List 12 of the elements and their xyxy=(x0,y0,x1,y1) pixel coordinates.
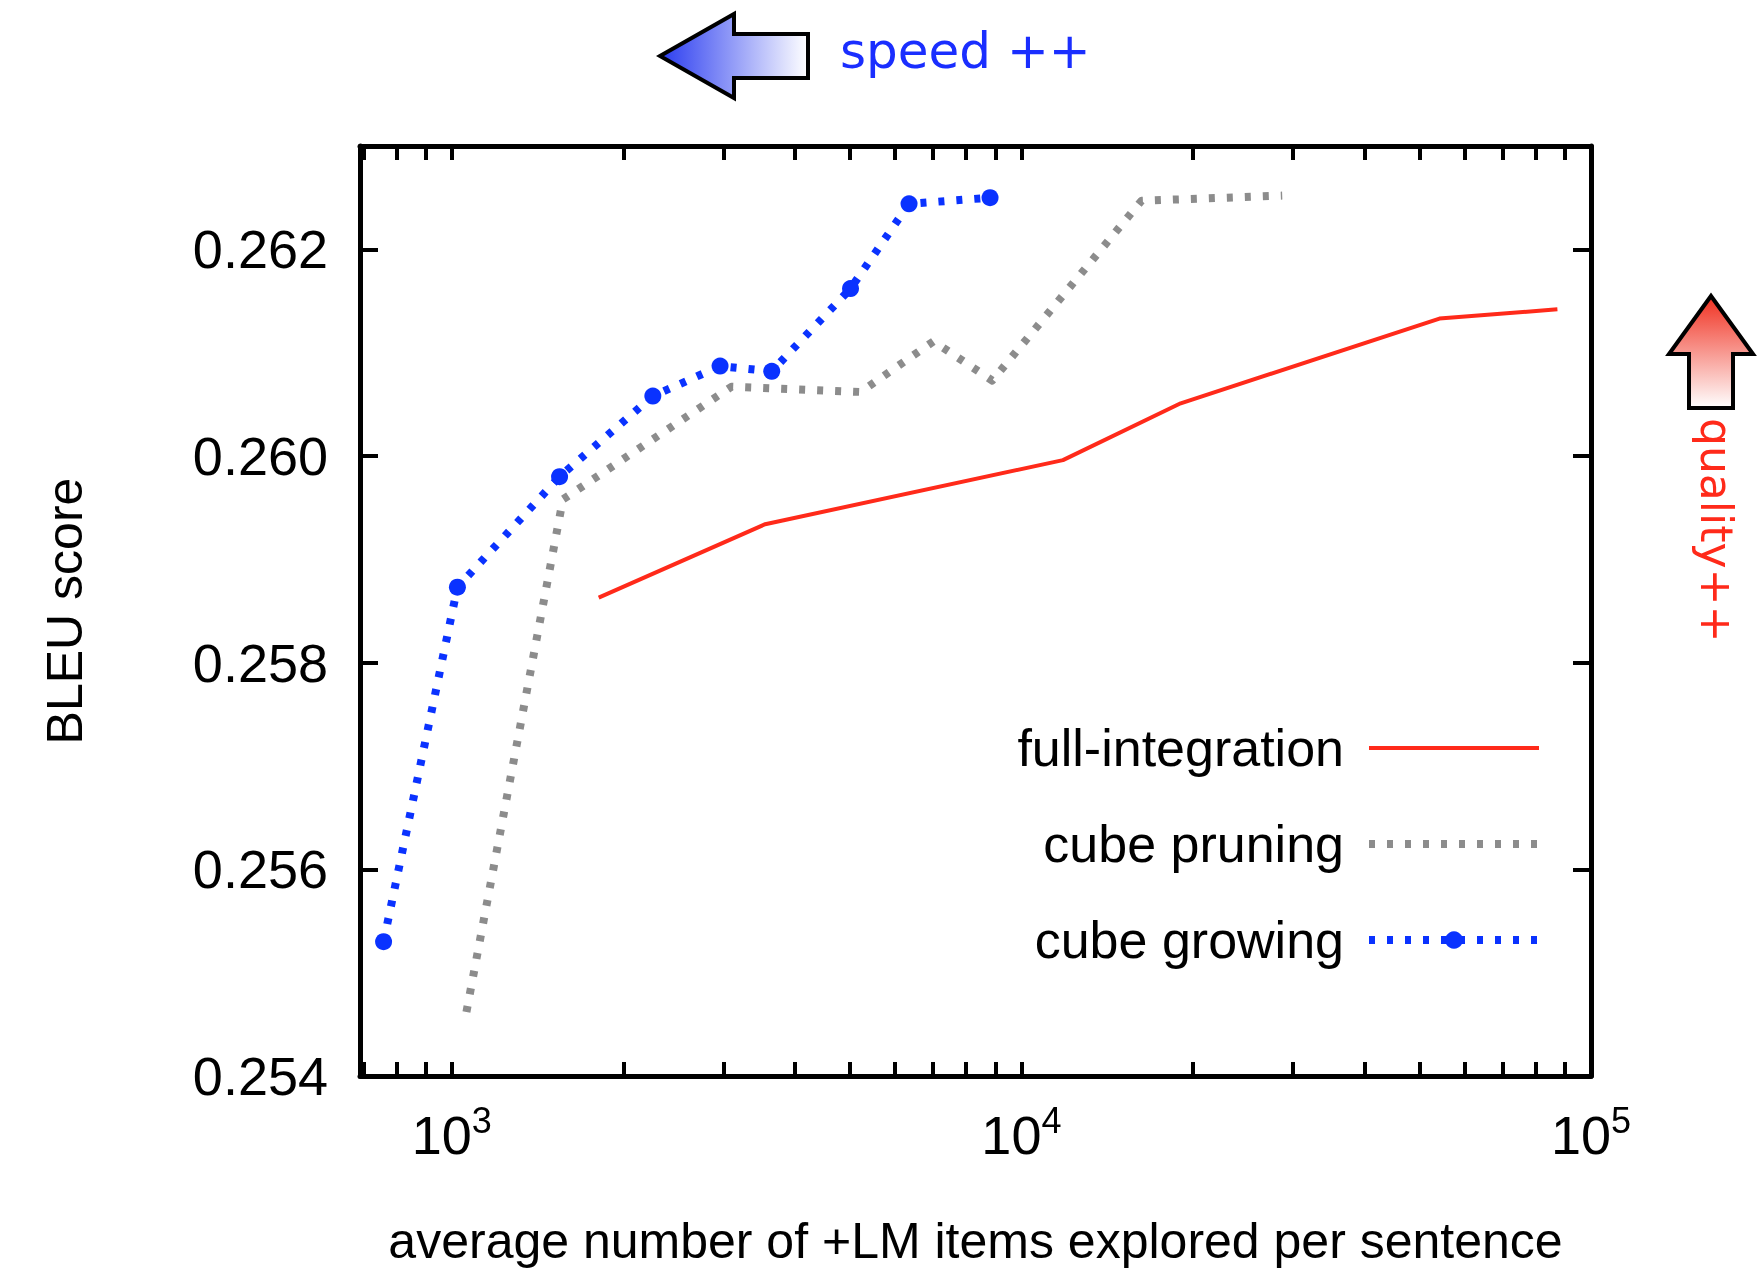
x-axis-title: average number of +LM items explored per sentence xyxy=(388,1213,1563,1269)
legend-label: cube growing xyxy=(1034,911,1344,969)
y-axis-title: BLEU score xyxy=(37,477,93,745)
y-tick-label: 0.258 xyxy=(192,632,328,693)
text: quality++ xyxy=(1691,418,1742,643)
y-tick-label: 0.262 xyxy=(192,219,328,280)
legend-label: cube pruning xyxy=(1043,815,1344,873)
y-tick-label: 0.256 xyxy=(192,839,328,900)
y-tick-label: 0.254 xyxy=(192,1046,328,1106)
legend-label: full-integration xyxy=(1017,719,1344,777)
y-tick-label: 0.260 xyxy=(192,426,328,486)
text: speed ++ xyxy=(840,22,1091,80)
